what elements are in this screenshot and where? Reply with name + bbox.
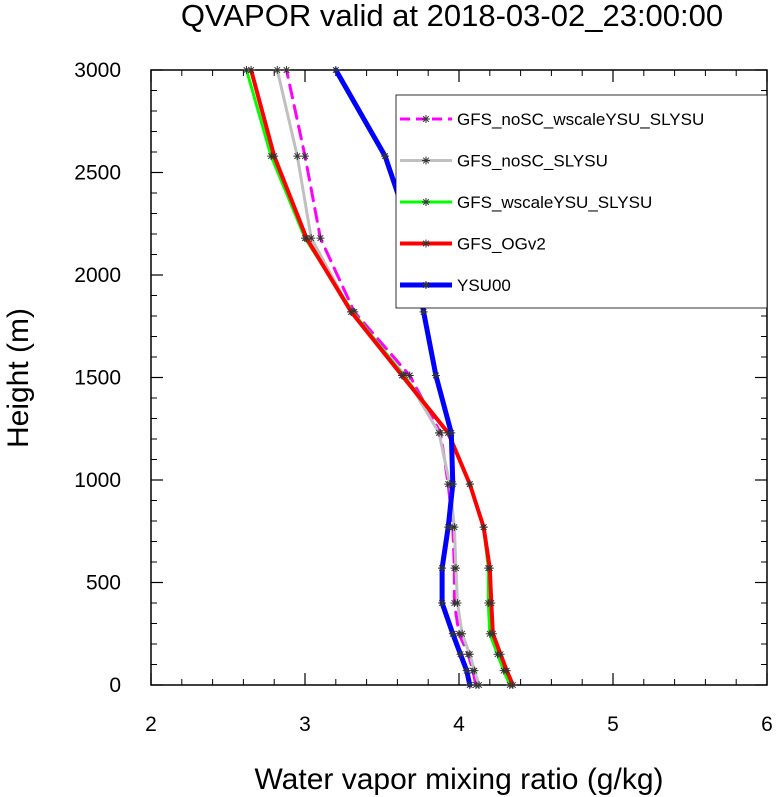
data-point-marker	[419, 307, 428, 316]
data-point-marker	[470, 666, 479, 675]
legend-entry: GFS_OGv2	[400, 235, 546, 254]
x-tick-label: 2	[145, 713, 157, 736]
data-point-marker	[434, 428, 443, 437]
legend: GFS_noSC_wscaleYSU_SLYSU GFS_noSC_SLYSU GF…	[395, 94, 768, 309]
data-point-marker	[465, 650, 474, 659]
series-line	[285, 68, 478, 687]
y-axis-label: Height (m)	[2, 308, 35, 448]
data-point-marker	[293, 152, 302, 161]
data-point-marker	[479, 523, 488, 532]
data-point-marker	[270, 152, 279, 161]
data-point-marker	[381, 152, 390, 161]
y-tick-label: 2000	[74, 264, 121, 287]
legend-marker	[422, 281, 430, 289]
data-point-marker	[282, 66, 291, 74]
legend-label: GFS_noSC_wscaleYSU_SLYSU	[457, 110, 704, 129]
data-point-marker	[347, 307, 356, 316]
data-point-marker	[487, 599, 496, 607]
data-point-marker	[451, 564, 460, 573]
legend-entry: GFS_noSC_SLYSU	[400, 152, 608, 171]
legend-box	[395, 94, 768, 309]
data-point-marker	[453, 599, 462, 607]
data-point-marker	[465, 681, 474, 689]
legend-marker	[422, 156, 430, 165]
legend-label: GFS_noSC_SLYSU	[457, 152, 608, 171]
data-point-marker	[458, 629, 467, 638]
data-point-marker	[465, 480, 474, 489]
data-point-marker	[448, 480, 457, 489]
data-point-marker	[398, 371, 407, 380]
series-line	[249, 68, 515, 687]
legend-entry: GFS_wscaleYSU_SLYSU	[400, 193, 652, 212]
x-tick-label: 5	[607, 713, 619, 736]
data-point-marker	[301, 152, 309, 161]
legend-label: YSU00	[457, 276, 511, 295]
data-point-marker	[447, 428, 456, 437]
chart-title: QVAPOR valid at 2018-03-02_23:00:00	[181, 0, 723, 33]
data-point-marker	[242, 66, 251, 74]
data-point-marker	[302, 234, 311, 243]
x-tick-label: 3	[299, 713, 311, 736]
x-tick-label: 4	[453, 713, 465, 736]
data-point-marker	[456, 650, 465, 659]
data-point-marker	[331, 66, 340, 74]
data-point-marker	[444, 523, 453, 532]
data-point-marker	[488, 629, 497, 638]
y-tick-label: 500	[86, 572, 121, 595]
data-point-marker	[502, 666, 511, 675]
legend-label: GFS_wscaleYSU_SLYSU	[457, 193, 652, 212]
y-tick-label: 0	[109, 674, 121, 697]
data-point-marker	[450, 523, 459, 532]
data-point-marker	[438, 564, 447, 573]
data-point-marker	[307, 234, 316, 243]
data-point-marker	[273, 66, 282, 74]
x-tick-label: 6	[761, 713, 773, 736]
y-tick-label: 1000	[74, 469, 121, 492]
x-axis-label: Water vapor mixing ratio (g/kg)	[254, 763, 663, 796]
y-tick-label: 3000	[74, 59, 121, 82]
data-point-marker	[431, 371, 440, 380]
data-point-marker	[247, 66, 256, 74]
data-point-marker	[475, 681, 484, 689]
data-point-marker	[485, 564, 494, 573]
data-point-marker	[462, 666, 471, 675]
data-point-marker	[438, 599, 447, 607]
legend-marker	[422, 239, 430, 248]
data-point-marker	[448, 629, 457, 638]
legend-label: GFS_OGv2	[457, 235, 546, 254]
y-tick-label: 1500	[74, 367, 121, 390]
legend-entry: YSU00	[400, 276, 511, 295]
legend-marker	[422, 115, 430, 123]
y-tick-label: 2500	[74, 162, 121, 185]
data-point-marker	[508, 681, 517, 689]
legend-entry: GFS_noSC_wscaleYSU_SLYSU	[400, 110, 704, 129]
data-point-marker	[496, 650, 505, 659]
legend-marker	[422, 198, 430, 206]
data-point-marker	[405, 371, 414, 380]
data-point-marker	[316, 234, 325, 243]
